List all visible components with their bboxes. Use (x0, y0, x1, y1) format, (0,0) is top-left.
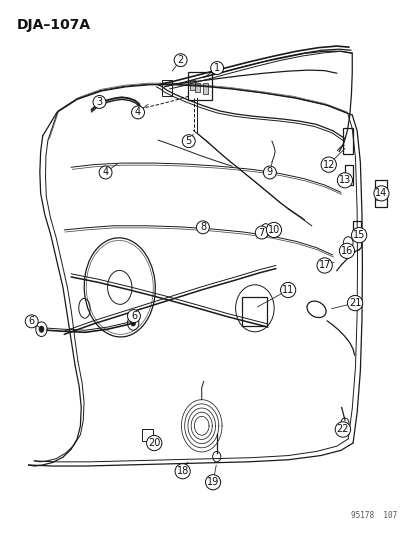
Text: 7: 7 (258, 228, 264, 238)
FancyBboxPatch shape (374, 180, 386, 207)
Text: 12: 12 (322, 160, 334, 169)
FancyBboxPatch shape (162, 79, 172, 96)
Circle shape (131, 320, 135, 326)
Circle shape (39, 326, 44, 332)
FancyBboxPatch shape (242, 297, 266, 326)
FancyBboxPatch shape (344, 165, 352, 185)
Text: 13: 13 (338, 175, 350, 185)
Text: 1: 1 (214, 63, 220, 73)
Text: 14: 14 (375, 188, 387, 198)
Text: 8: 8 (199, 222, 206, 232)
FancyBboxPatch shape (189, 80, 195, 91)
Text: 2: 2 (177, 55, 183, 65)
Text: 22: 22 (336, 424, 348, 434)
FancyBboxPatch shape (142, 430, 152, 441)
Text: 6: 6 (28, 317, 35, 326)
Text: 95178  107: 95178 107 (351, 511, 397, 520)
Text: 20: 20 (148, 438, 160, 448)
Text: 16: 16 (340, 246, 352, 256)
Text: 6: 6 (131, 311, 137, 321)
Text: 21: 21 (348, 298, 361, 308)
Text: 19: 19 (206, 477, 218, 487)
Text: 15: 15 (352, 230, 364, 240)
Text: 17: 17 (318, 261, 330, 270)
Text: 4: 4 (135, 108, 141, 117)
Text: 10: 10 (267, 225, 279, 235)
FancyBboxPatch shape (187, 71, 212, 100)
Text: 11: 11 (281, 285, 294, 295)
FancyBboxPatch shape (202, 83, 208, 94)
FancyBboxPatch shape (195, 83, 199, 92)
Text: 4: 4 (102, 167, 108, 177)
FancyBboxPatch shape (342, 128, 352, 154)
Text: DJA–107A: DJA–107A (16, 19, 90, 33)
FancyBboxPatch shape (352, 221, 360, 238)
Text: 5: 5 (185, 136, 191, 146)
Text: 9: 9 (266, 167, 272, 177)
Text: 3: 3 (96, 97, 102, 107)
Text: 18: 18 (176, 466, 188, 477)
